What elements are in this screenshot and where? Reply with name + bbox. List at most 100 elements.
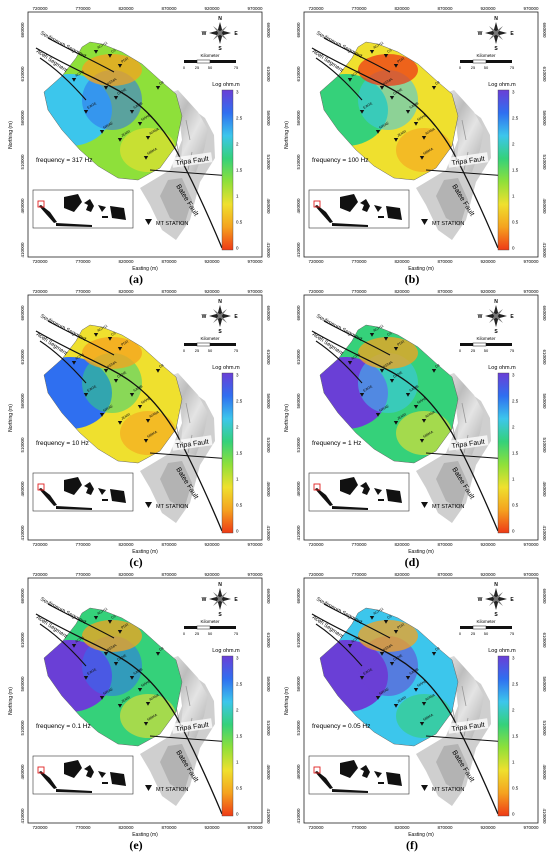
northing-tick-label: 560000 xyxy=(542,110,547,126)
scale-bar-label: Kilometer xyxy=(200,336,220,341)
frequency-label: frequency = 100 Hz xyxy=(312,157,369,164)
scale-bar-tick: 0 xyxy=(459,348,462,353)
easting-tick-label: 870000 xyxy=(161,572,177,577)
northing-tick-label: 510000 xyxy=(20,437,25,453)
station-label: AHWA xyxy=(425,410,437,419)
sumatra-fault-line xyxy=(311,47,499,249)
tripa-fault-line xyxy=(149,735,233,743)
station-label: EAGE xyxy=(87,667,98,676)
northing-tick-label: 660000 xyxy=(266,22,271,38)
mt-station-marker xyxy=(421,419,427,423)
station-label: AHWA xyxy=(149,410,161,419)
station-label: NWAE xyxy=(103,687,115,696)
high-resistivity-zone xyxy=(396,694,452,738)
station-label: ACH11 xyxy=(373,324,385,333)
mt-station-marker xyxy=(369,333,375,337)
northing-axis-label: Northing (m) xyxy=(284,687,290,715)
legend-ticks: 3 2.5 2 1.5 1 0.5 0 xyxy=(236,656,243,817)
compass-e: E xyxy=(510,597,514,603)
mt-station-marker xyxy=(107,620,113,624)
easting-ticks-bottom: 720000 770000 820000 870000 920000 970000 xyxy=(308,542,539,547)
northing-tick-label: 560000 xyxy=(266,676,271,692)
easting-axis-label: Easting (m) xyxy=(132,832,158,838)
easting-tick-label: 820000 xyxy=(118,825,134,830)
northing-tick-label: 610000 xyxy=(542,632,547,648)
station-label: SAMB xyxy=(133,101,144,110)
easting-tick-label: 920000 xyxy=(204,259,220,264)
easting-tick-label: 720000 xyxy=(32,259,48,264)
mt-station-marker xyxy=(389,96,395,100)
northing-tick-label: 460000 xyxy=(296,198,301,214)
tripa-fault-tag: Tripa Fault xyxy=(447,435,489,451)
scale-bar-tick: 75 xyxy=(234,631,239,636)
compass-s: S xyxy=(494,329,498,335)
easting-tick-label: 770000 xyxy=(351,289,367,294)
northing-tick-label: 660000 xyxy=(20,588,25,604)
legend-tick-label: 2 xyxy=(512,708,515,713)
sumatra-fault-line xyxy=(311,613,499,815)
easting-axis-label: Easting (m) xyxy=(132,266,158,272)
easting-tick-label: 820000 xyxy=(394,825,410,830)
tripa-fault-label: Tripa Fault xyxy=(451,439,485,451)
northing-tick-label: 660000 xyxy=(20,22,25,38)
easting-tick-label: 970000 xyxy=(523,542,539,547)
north-arrow: N S E W xyxy=(202,299,239,335)
compass-e: E xyxy=(234,314,238,320)
mt-station-marker xyxy=(93,333,99,337)
mt-station-marker xyxy=(431,369,437,373)
legend-ticks: 3 2.5 2 1.5 1 0.5 0 xyxy=(236,373,243,534)
northing-tick-label: 410000 xyxy=(542,242,547,258)
northing-tick-label: 410000 xyxy=(20,242,25,258)
station-label: AHWA xyxy=(149,127,161,136)
legend-tick-label: 2 xyxy=(512,142,515,147)
easting-tick-label: 770000 xyxy=(75,825,91,830)
seulimeum-segment-line xyxy=(323,320,391,356)
mid-resistivity-zone xyxy=(82,353,142,413)
station-label: SAMB xyxy=(409,101,420,110)
mt-station-marker xyxy=(117,138,123,142)
legend-title: Log ohm.m xyxy=(212,82,240,88)
easting-ticks-top: 720000 770000 820000 870000 920000 970000 xyxy=(32,572,263,577)
panel-label: (f) xyxy=(406,838,418,852)
northing-tick-label: 410000 xyxy=(20,808,25,824)
station-label: PDR xyxy=(121,56,130,63)
northing-tick-label: 410000 xyxy=(266,808,271,824)
mt-station-marker xyxy=(383,337,389,341)
inset-map: INDONESIA xyxy=(32,189,134,229)
northing-tick-label: 610000 xyxy=(296,66,301,82)
station-label: MANE xyxy=(417,113,429,122)
inset-map: INDONESIA xyxy=(308,472,410,512)
easting-tick-label: 920000 xyxy=(480,825,496,830)
legend-tick-label: 2.5 xyxy=(512,116,519,121)
inset-map: INDONESIA xyxy=(32,472,134,512)
easting-tick-label: 970000 xyxy=(523,289,539,294)
station-label: JEMR xyxy=(121,129,132,138)
northing-axis-label: Northing (m) xyxy=(8,687,14,715)
station-label: MBMA xyxy=(147,430,159,439)
compass-n: N xyxy=(494,582,498,588)
station-label: KEMA xyxy=(383,643,394,652)
mt-station-marker xyxy=(113,662,119,666)
compass-n: N xyxy=(218,582,222,588)
hillshade-ridge xyxy=(436,744,468,792)
easting-tick-label: 820000 xyxy=(118,259,134,264)
station-label: NWAE xyxy=(379,121,391,130)
mt-station-marker xyxy=(83,676,89,680)
mt-station-marker xyxy=(393,138,399,142)
easting-tick-label: 970000 xyxy=(247,825,263,830)
easting-tick-label: 870000 xyxy=(161,6,177,11)
northing-tick-label: 610000 xyxy=(542,66,547,82)
station-label: AHWA xyxy=(425,127,437,136)
scale-bar-tick: 25 xyxy=(195,348,200,353)
mt-station-marker xyxy=(383,620,389,624)
easting-tick-label: 820000 xyxy=(394,6,410,11)
northing-tick-label: 460000 xyxy=(266,481,271,497)
station-label: MANE xyxy=(417,396,429,405)
compass-s: S xyxy=(218,46,222,52)
inset-country-label: INDONESIA xyxy=(60,498,81,502)
northing-tick-label: 610000 xyxy=(296,349,301,365)
mt-station-marker xyxy=(405,676,411,680)
